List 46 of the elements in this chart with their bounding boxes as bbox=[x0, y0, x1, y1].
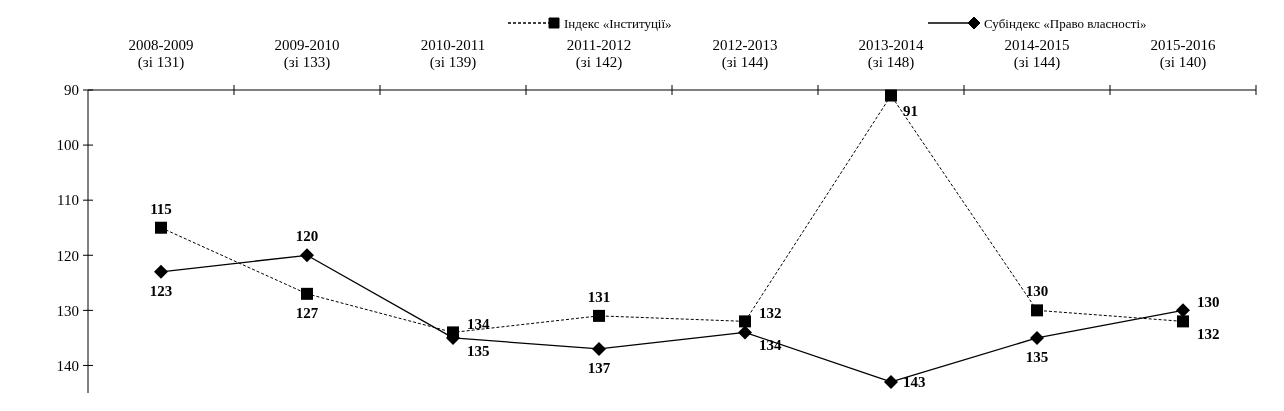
point bbox=[739, 315, 751, 328]
point bbox=[884, 374, 898, 389]
y-tick-label: 140 bbox=[56, 357, 79, 374]
data-label: 135 bbox=[467, 342, 490, 359]
x-tick-label: 2011-2012 (зі 142) bbox=[566, 37, 632, 71]
data-label: 115 bbox=[150, 200, 172, 217]
data-label: 137 bbox=[587, 359, 611, 376]
legend-label: Індекс «Інституції» bbox=[564, 15, 672, 31]
point bbox=[1177, 315, 1189, 328]
data-label: 91 bbox=[903, 102, 918, 119]
data-label: 143 bbox=[903, 373, 926, 390]
point bbox=[301, 287, 313, 300]
data-label: 127 bbox=[295, 304, 319, 321]
point bbox=[592, 341, 606, 356]
x-tick-label: 2008-2009 (зі 131) bbox=[128, 37, 194, 71]
x-tick-label: 2010-2011 (зі 139) bbox=[420, 37, 486, 71]
y-tick-label: 130 bbox=[56, 302, 79, 319]
y-tick-label: 110 bbox=[57, 192, 79, 209]
data-label: 130 bbox=[1197, 294, 1220, 311]
point bbox=[154, 264, 168, 279]
point bbox=[1031, 304, 1043, 317]
x-tick-label: 2009-2010 (зі 133) bbox=[274, 37, 340, 71]
point bbox=[155, 221, 167, 234]
x-tick-label: 2014-2015 (зі 144) bbox=[1004, 37, 1070, 71]
data-label: 132 bbox=[1197, 326, 1220, 343]
x-tick-label: 2015-2016 (зі 140) bbox=[1150, 37, 1216, 71]
data-label: 123 bbox=[149, 282, 173, 299]
point bbox=[738, 325, 752, 340]
y-tick-label: 120 bbox=[56, 247, 79, 264]
y-tick-label: 90 bbox=[64, 82, 79, 99]
point bbox=[1030, 330, 1044, 345]
data-label: 131 bbox=[587, 288, 611, 305]
point bbox=[885, 89, 897, 102]
point bbox=[300, 248, 314, 263]
data-label: 130 bbox=[1025, 283, 1049, 300]
data-label: 120 bbox=[295, 228, 319, 245]
data-label: 134 bbox=[467, 316, 490, 333]
data-label: 135 bbox=[1025, 348, 1049, 365]
x-tick-label: 2012-2013 (зі 144) bbox=[712, 37, 778, 71]
x-tick-label: 2013-2014 (зі 148) bbox=[858, 37, 924, 71]
legend-label: Субіндекс «Право власності» bbox=[984, 15, 1147, 31]
point bbox=[1176, 303, 1190, 318]
point bbox=[593, 309, 605, 322]
data-label: 134 bbox=[759, 337, 782, 354]
y-tick-label: 100 bbox=[56, 137, 79, 154]
data-label: 132 bbox=[759, 305, 782, 322]
